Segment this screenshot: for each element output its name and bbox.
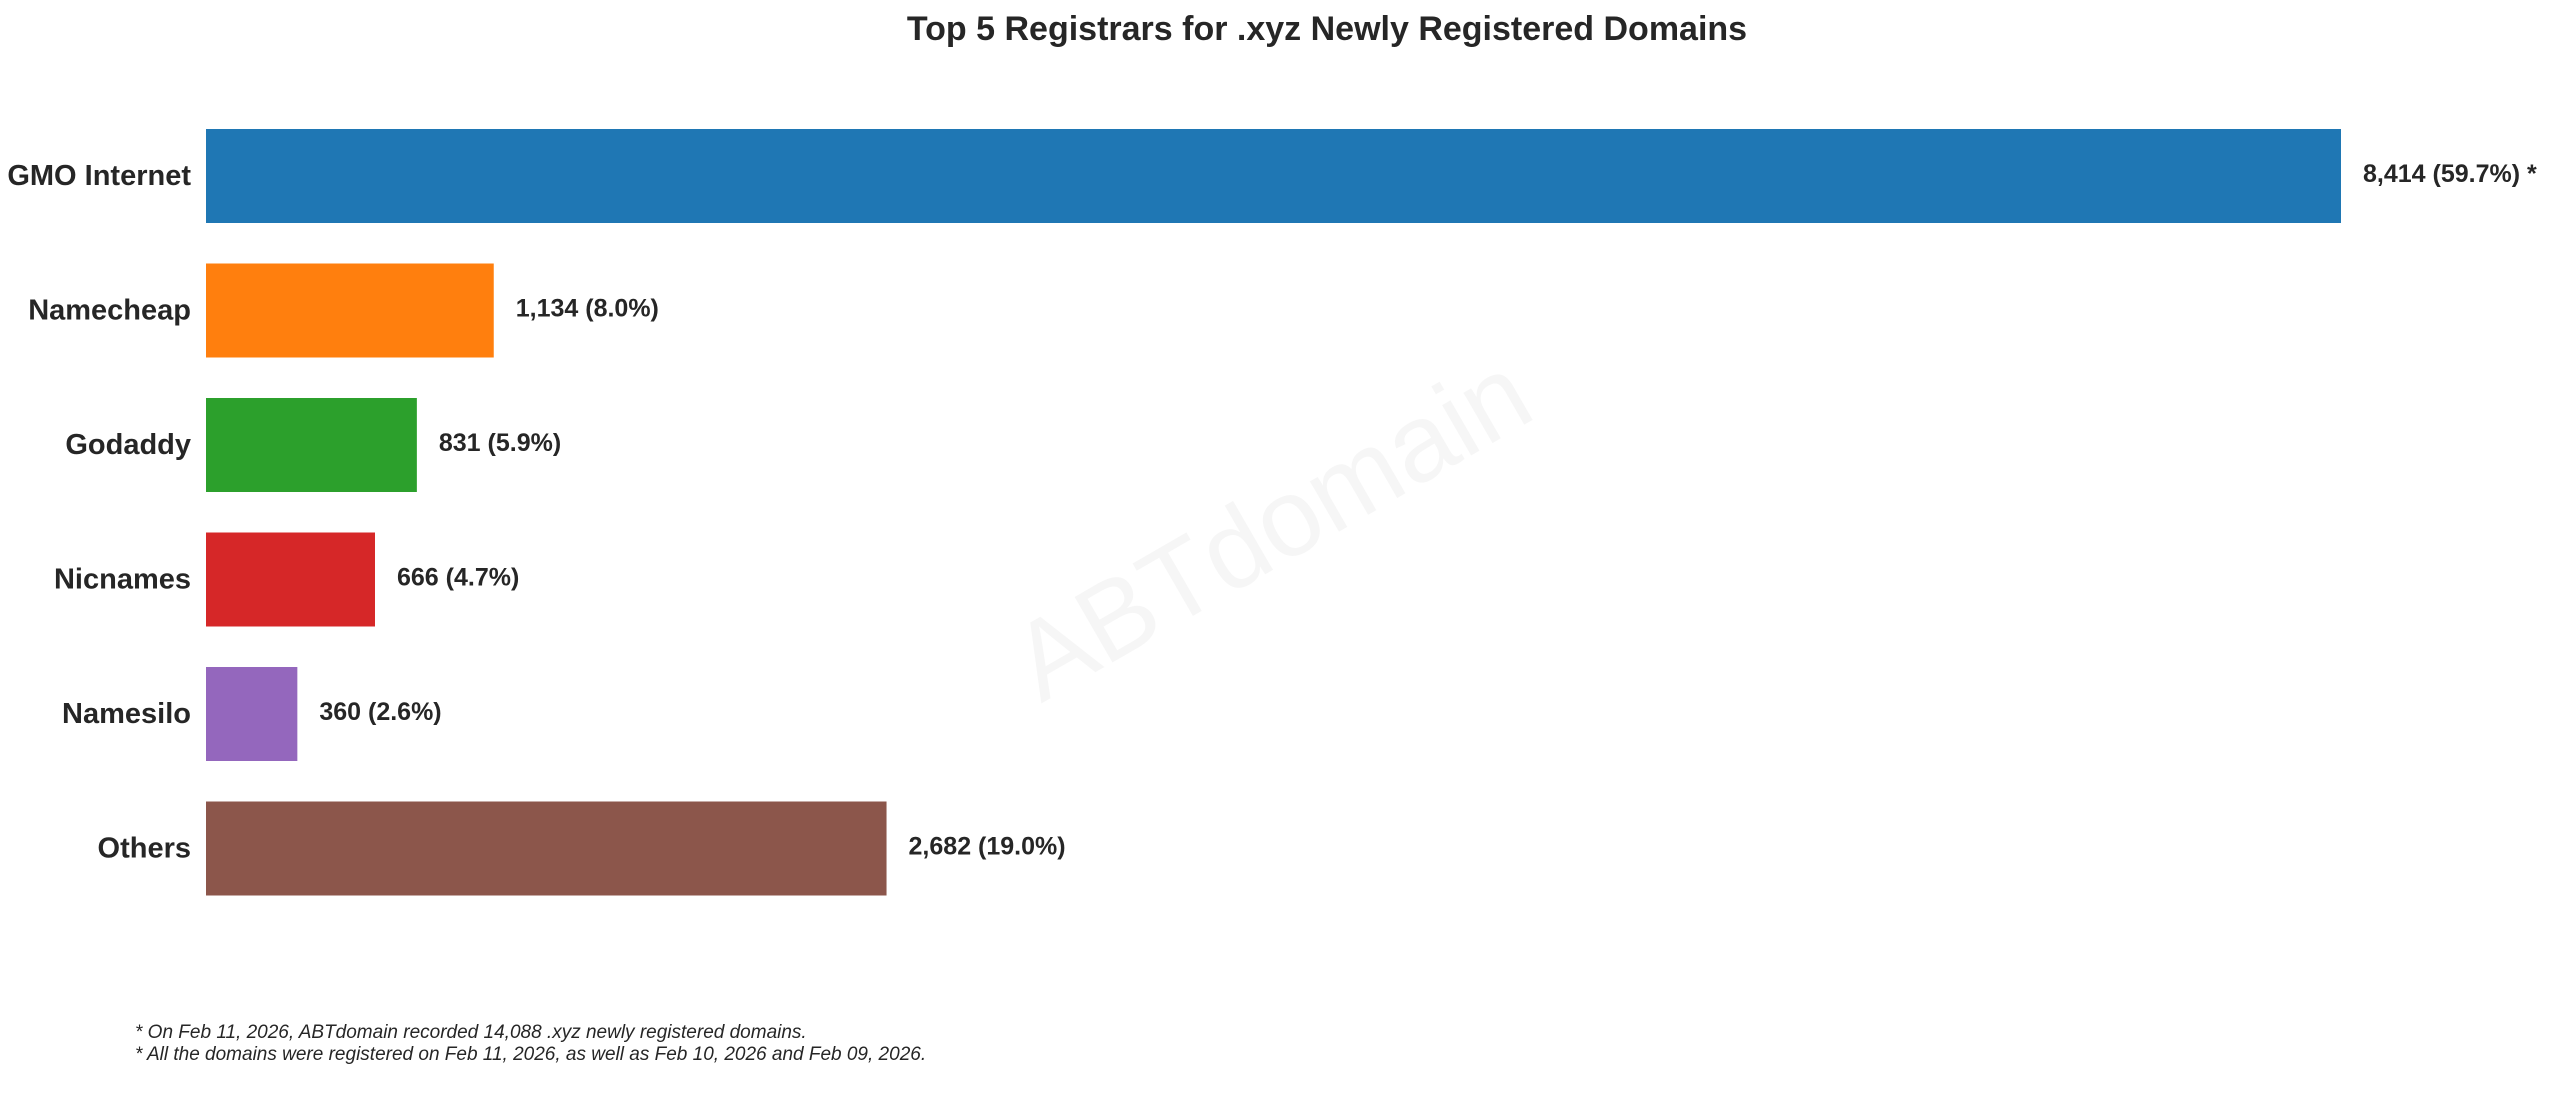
value-label: 666 (4.7%) [397, 564, 519, 592]
bars-group: GMO Internet 8,414 (59.7%) * Namecheap 1,13… [7, 129, 2537, 896]
bar-godaddy [206, 398, 417, 492]
category-label: Nicnames [54, 564, 191, 596]
value-label: 360 (2.6%) [319, 698, 441, 726]
bar-namecheap [206, 263, 494, 358]
value-label: 1,134 (8.0%) [516, 295, 659, 323]
footnote-line: * All the domains were registered on Feb… [135, 1044, 927, 1065]
bar-gmo-internet [206, 129, 2341, 223]
footnotes: * On Feb 11, 2026, ABTdomain recorded 14… [135, 1022, 926, 1066]
category-label: Others [98, 833, 191, 865]
value-label: 2,682 (19.0%) [909, 833, 1066, 861]
watermark-text: ABTdomain [992, 331, 1551, 725]
value-label: 831 (5.9%) [439, 429, 561, 457]
category-label: Godaddy [65, 429, 191, 461]
bar-nicnames [206, 532, 375, 627]
chart-title: Top 5 Registrars for .xyz Newly Register… [907, 10, 1747, 48]
category-label: Namecheap [28, 295, 191, 327]
category-label: Namesilo [62, 698, 191, 730]
value-label: 8,414 (59.7%) * [2363, 160, 2537, 188]
footnote-line: * On Feb 11, 2026, ABTdomain recorded 14… [135, 1022, 807, 1043]
category-label: GMO Internet [7, 160, 191, 192]
bar-others [206, 801, 887, 896]
bar-namesilo [206, 667, 298, 761]
